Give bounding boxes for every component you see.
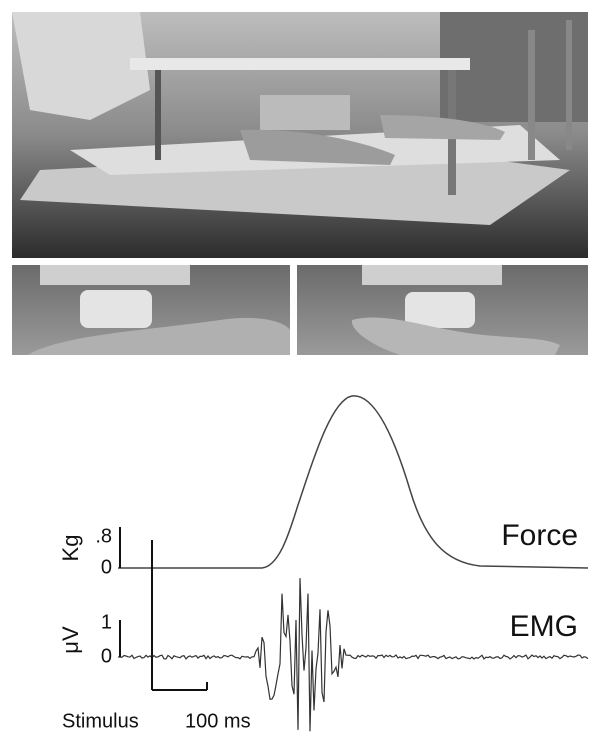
emg-tick-top: 1 <box>101 611 112 633</box>
scale-bars <box>119 527 208 691</box>
emg-label: EMG <box>510 610 578 643</box>
time-bar-label: 100 ms <box>185 710 251 732</box>
photo-hand-right <box>297 265 588 355</box>
force-tick-top: .8 <box>95 525 112 547</box>
photo-hand-left <box>12 265 290 355</box>
force-label: Force <box>501 519 578 552</box>
photo-apparatus <box>12 12 588 258</box>
emg-trace <box>118 578 589 732</box>
force-axis-label: Kg <box>58 535 83 562</box>
force-tick-bottom: 0 <box>101 556 112 578</box>
force-trace <box>118 395 589 569</box>
emg-axis-label: μV <box>58 626 83 654</box>
stimulus-label: Stimulus <box>62 710 139 732</box>
emg-tick-bottom: 0 <box>101 645 112 667</box>
